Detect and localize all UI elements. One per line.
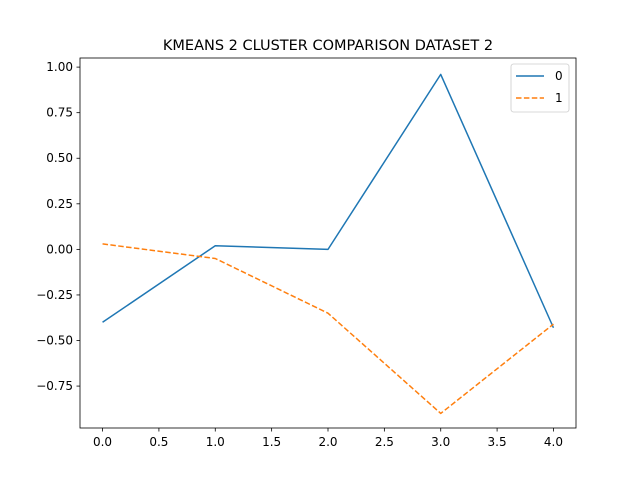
x-tick-label: 3.0 [431, 435, 450, 449]
y-tick-label: 0.25 [46, 197, 73, 211]
plot-area [79, 57, 577, 429]
x-tick-label: 1.0 [206, 435, 225, 449]
y-tick-label: 0.50 [46, 151, 73, 165]
axes-frame [79, 57, 577, 429]
chart-title: KMEANS 2 CLUSTER COMPARISON DATASET 2 [163, 38, 493, 54]
x-tick-label: 2.5 [375, 435, 394, 449]
y-axis: 1.00 0.75 0.50 0.25 0.00 −0.25 −0.50 −0.75 [36, 60, 80, 393]
x-tick-label: 3.5 [488, 435, 507, 449]
legend-label-0: 0 [555, 69, 563, 83]
x-tick-label: 1.5 [262, 435, 281, 449]
series-line-1 [102, 243, 554, 415]
x-tick-label: 0.5 [149, 435, 168, 449]
x-tick-label: 4.0 [544, 435, 563, 449]
y-tick-label: 1.00 [46, 60, 73, 74]
y-tick-label: −0.50 [36, 334, 73, 348]
x-tick-label: 0.0 [93, 435, 112, 449]
x-axis: 0.0 0.5 1.0 1.5 2.0 2.5 3.0 3.5 4.0 [93, 428, 563, 449]
series-layer [102, 73, 555, 415]
y-tick-label: 0.00 [46, 242, 73, 256]
y-tick-label: −0.75 [36, 379, 73, 393]
legend: 01 [510, 63, 570, 113]
series-line-0 [102, 73, 555, 329]
legend-label-1: 1 [555, 91, 563, 105]
x-tick-label: 2.0 [318, 435, 337, 449]
y-tick-label: 0.75 [46, 106, 73, 120]
y-tick-label: −0.25 [36, 288, 73, 302]
